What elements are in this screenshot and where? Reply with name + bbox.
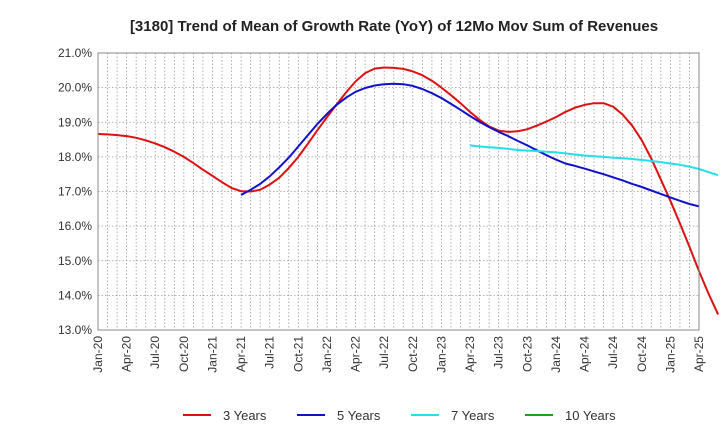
x-tick-label: Jan-25: [663, 336, 677, 373]
x-tick-label: Oct-23: [520, 336, 534, 372]
x-tick-label: Jan-21: [205, 336, 219, 373]
x-tick-label: Jul-22: [377, 336, 391, 369]
x-tick-label: Jan-22: [320, 336, 334, 373]
y-tick-label: 19.0%: [58, 115, 92, 129]
legend-label: 7 Years: [451, 408, 495, 423]
x-tick-label: Jan-24: [549, 336, 563, 373]
y-tick-label: 21.0%: [58, 46, 92, 60]
x-tick-label: Oct-21: [291, 336, 305, 372]
plot-frame: [97, 52, 700, 331]
x-tick-label: Apr-24: [578, 336, 592, 372]
x-tick-label: Apr-20: [120, 336, 134, 372]
x-tick-label: Jul-21: [263, 336, 277, 369]
series-lines: [97, 66, 720, 315]
x-tick-label: Apr-22: [349, 336, 363, 372]
x-tick-label: Jul-23: [492, 336, 506, 369]
y-tick-label: 14.0%: [58, 288, 92, 302]
x-tick-label: Jan-23: [434, 336, 448, 373]
x-tick-label: Oct-20: [177, 336, 191, 372]
x-axis-ticks: Jan-20 Apr-20 Jul-20 Oct-20 Jan-21 Apr-21 Jul-…: [91, 336, 706, 373]
y-tick-label: 13.0%: [58, 323, 92, 337]
chart-title: [3180] Trend of Mean of Growth Rate (YoY…: [130, 18, 658, 35]
x-tick-label: Apr-23: [463, 336, 477, 372]
series-line-7-years: [469, 144, 719, 177]
legend-label: 3 Years: [223, 408, 267, 423]
legend-label: 10 Years: [565, 408, 616, 423]
y-tick-label: 16.0%: [58, 219, 92, 233]
y-tick-label: 20.0%: [58, 81, 92, 95]
x-tick-label: Jan-20: [91, 336, 105, 373]
x-tick-label: Jul-20: [148, 336, 162, 369]
series-line-3-years: [97, 66, 720, 315]
series-line-5-years: [240, 82, 700, 208]
x-tick-label: Apr-21: [234, 336, 248, 372]
legend: 3 Years 5 Years 7 Years 10 Years: [183, 408, 616, 423]
y-tick-label: 17.0%: [58, 185, 92, 199]
x-tick-label: Apr-25: [692, 336, 706, 372]
grid: [98, 53, 699, 330]
y-axis-ticks: 13.0% 14.0% 15.0% 16.0% 17.0% 18.0% 19.0% 20.0%…: [58, 46, 92, 337]
x-tick-label: Oct-24: [635, 336, 649, 372]
legend-label: 5 Years: [337, 408, 381, 423]
x-tick-label: Oct-22: [406, 336, 420, 372]
y-tick-label: 18.0%: [58, 150, 92, 164]
x-tick-label: Jul-24: [606, 336, 620, 369]
y-tick-label: 15.0%: [58, 254, 92, 268]
